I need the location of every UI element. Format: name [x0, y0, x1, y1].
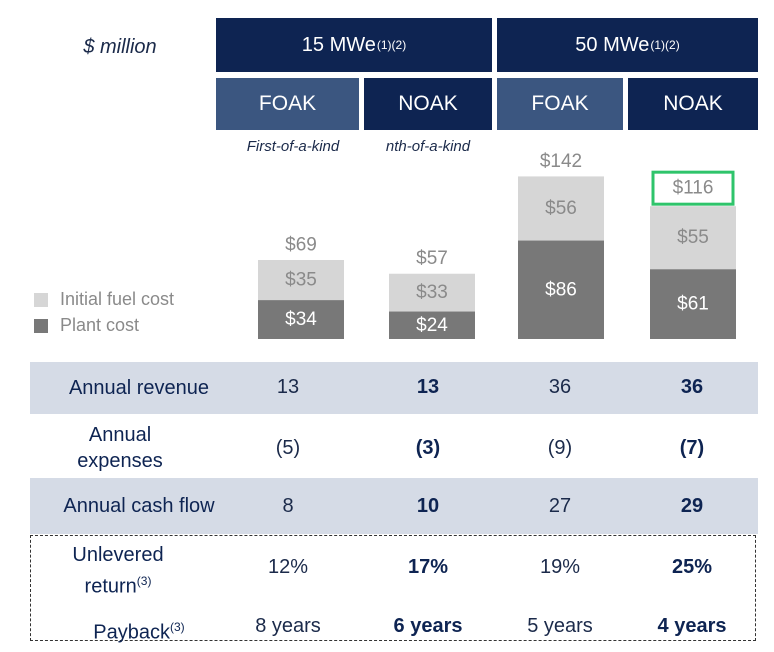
group-header-label: 50 MWe	[575, 33, 650, 56]
row-label-payback: Payback(3)	[30, 614, 248, 646]
legend-swatch-plant	[34, 318, 48, 333]
row-label-text: Payback	[93, 621, 171, 644]
cell-expenses-50-noak: (7)	[679, 437, 705, 459]
group-header-label: 15 MWe	[301, 33, 376, 56]
cell-return-50-foak: 19%	[539, 556, 581, 578]
cell-expenses-15-noak: (3)	[415, 437, 441, 459]
legend-item-plant: Plant cost	[34, 315, 139, 336]
row-label-text: Unlevered return	[72, 544, 164, 598]
cell-revenue-15-noak: 13	[416, 376, 440, 398]
subheader-note-foak: First-of-a-kind	[246, 138, 340, 155]
bar-plant-cost	[650, 269, 736, 339]
bar-label-fuel-cost: $33	[416, 282, 448, 303]
cell-return-15-noak: 17%	[407, 556, 449, 578]
unit-label: $ million	[83, 36, 157, 58]
row-label-footnote: (3)	[170, 620, 185, 634]
group-header-footnote: (1)(2)	[376, 38, 407, 52]
cell-revenue-50-noak: 36	[680, 376, 704, 398]
bar-label-plant-cost: $61	[677, 294, 709, 315]
bar-total-label: $116	[673, 178, 714, 199]
cell-payback-15-noak: 6 years	[393, 615, 463, 637]
cell-expenses-15-foak: (5)	[275, 437, 301, 459]
bar-label-fuel-cost: $56	[545, 198, 577, 219]
bar-fuel-cost	[258, 259, 344, 301]
cell-return-15-foak: 12%	[267, 556, 309, 578]
subheader-15-noak: NOAK	[364, 78, 492, 130]
row-label-footnote: (3)	[136, 574, 152, 588]
cell-revenue-50-foak: 36	[548, 376, 572, 398]
legend-item-fuel: Initial fuel cost	[34, 289, 174, 310]
bar-fuel-cost	[389, 273, 475, 312]
row-background-revenue	[30, 362, 758, 414]
row-label-unlevered-return: Unlevered return(3)	[48, 542, 188, 600]
cell-return-50-noak: 25%	[671, 556, 713, 578]
bar-label-plant-cost: $34	[285, 309, 317, 330]
bar-total-label: $142	[540, 151, 582, 172]
subheader-note-noak: nth-of-a-kind	[385, 138, 471, 155]
cell-payback-50-noak: 4 years	[657, 615, 727, 637]
bar-label-fuel-cost: $35	[285, 270, 317, 291]
cell-payback-15-foak: 8 years	[255, 615, 321, 637]
bar-label-fuel-cost: $55	[677, 227, 709, 248]
cell-expenses-50-foak: (9)	[547, 437, 573, 459]
cell-cash-flow-50-foak: 27	[548, 495, 572, 517]
legend-label: Plant cost	[60, 315, 140, 335]
bar-total-label: $69	[285, 234, 317, 255]
row-label-cash-flow: Annual cash flow	[63, 495, 215, 517]
bar-total-label: $57	[416, 248, 448, 269]
bar-fuel-cost	[518, 176, 604, 241]
row-background-cash-flow	[30, 478, 758, 534]
group-header-50mwe: 50 MWe (1)(2)	[497, 18, 758, 72]
bar-plant-cost	[258, 300, 344, 339]
cell-revenue-15-foak: 13	[276, 376, 300, 398]
subheader-50-noak: NOAK	[628, 78, 758, 130]
stacked-bar-chart: $34 $35 $69 $24 $33 $57 $86 $56 $142 $61 $55 $116	[258, 151, 736, 339]
bar-plant-cost	[389, 311, 475, 339]
cell-cash-flow-15-noak: 10	[416, 495, 440, 517]
cell-cash-flow-50-noak: 29	[680, 495, 704, 517]
row-label-expenses: Annual expenses	[77, 424, 163, 472]
subheader-50-foak: FOAK	[497, 78, 623, 130]
legend-label: Initial fuel cost	[60, 289, 175, 309]
group-header-footnote: (1)(2)	[650, 38, 680, 52]
group-header-15mwe: 15 MWe (1)(2)	[216, 18, 492, 72]
total-highlight-box	[651, 170, 735, 206]
bar-fuel-cost	[650, 206, 736, 270]
row-label-revenue: Annual revenue	[68, 377, 210, 399]
legend-swatch-fuel	[34, 292, 48, 307]
subheader-15-foak: FOAK	[216, 78, 359, 130]
cell-cash-flow-15-foak: 8	[282, 495, 294, 517]
cell-payback-50-foak: 5 years	[527, 615, 593, 637]
bar-label-plant-cost: $86	[545, 279, 577, 300]
bar-label-plant-cost: $24	[416, 315, 448, 336]
returns-box	[30, 535, 756, 641]
bar-plant-cost	[518, 240, 604, 339]
